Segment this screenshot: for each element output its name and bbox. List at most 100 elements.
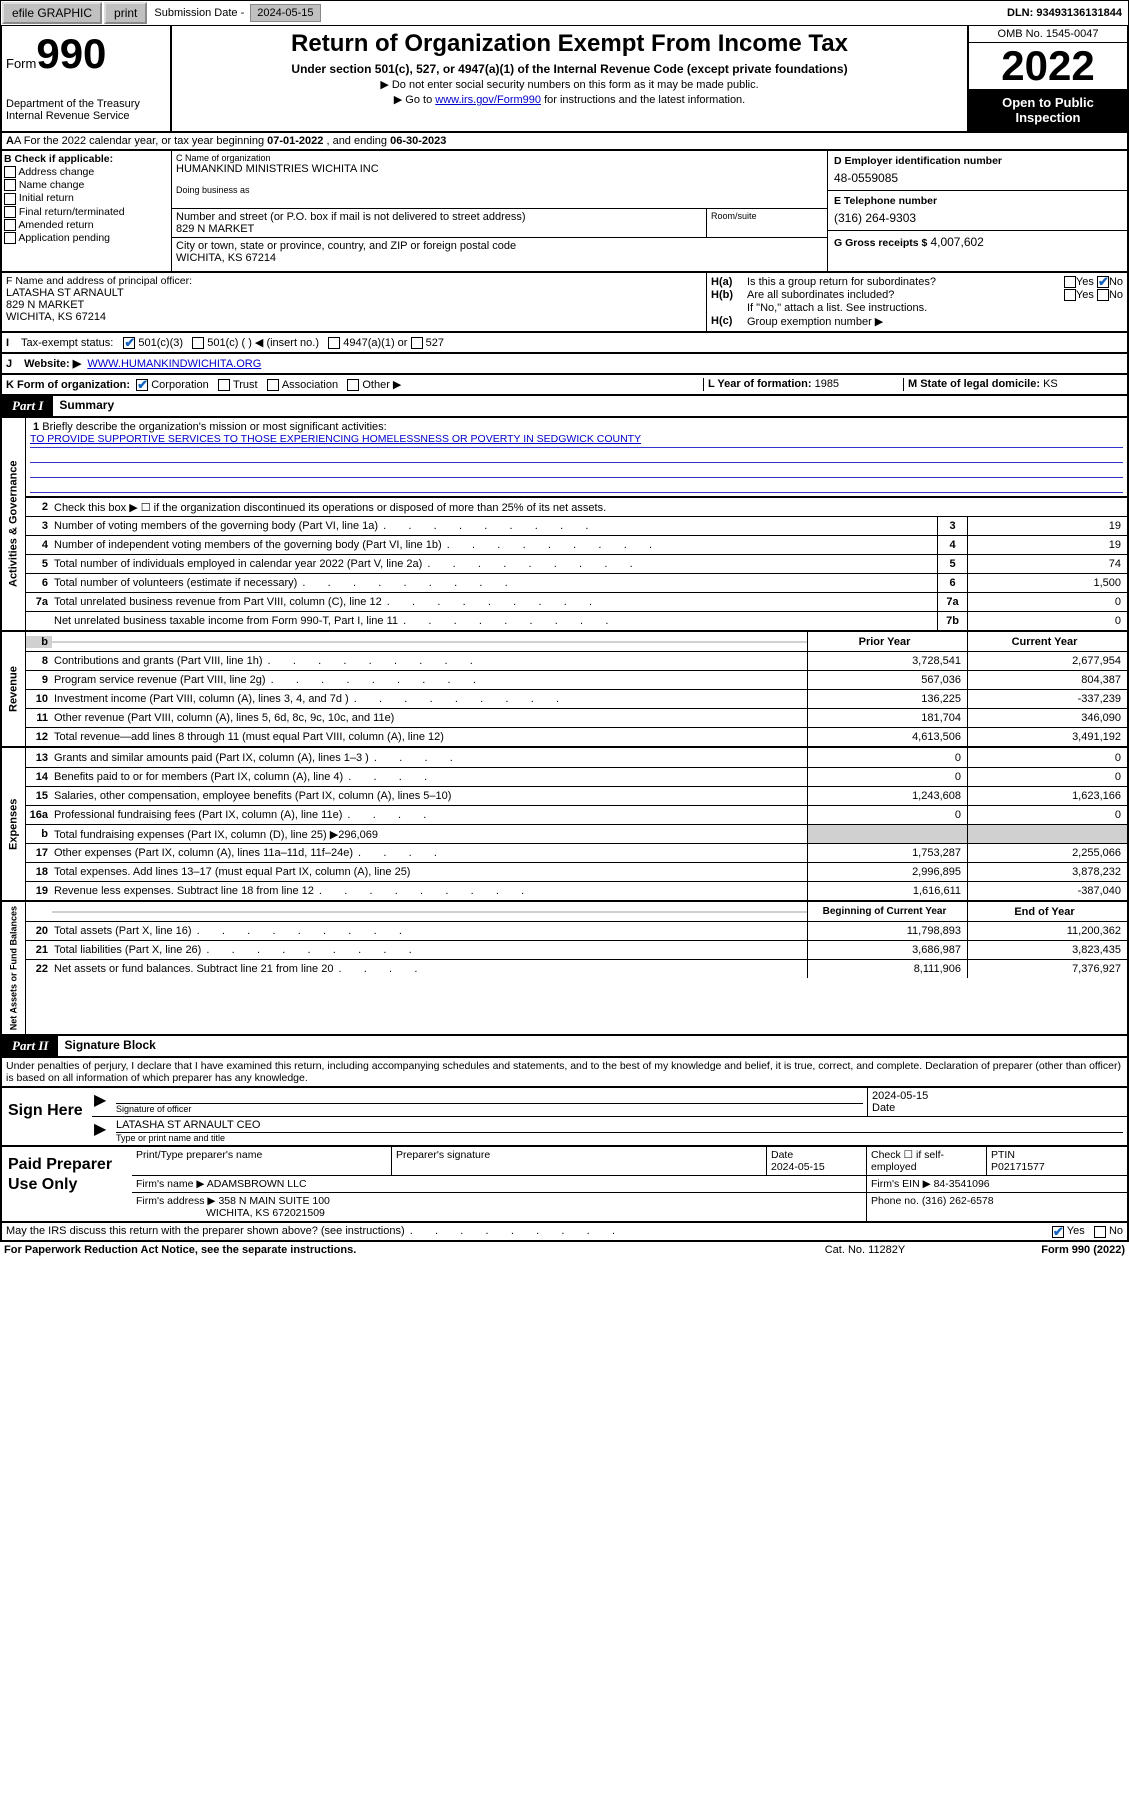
hdr-end-year: End of Year [967,902,1127,921]
curr-10: -337,239 [967,690,1127,708]
chk-501c[interactable] [192,337,204,349]
form-subtitle-2: ▶ Do not enter social security numbers o… [180,78,959,91]
arrow-icon: ▶ [92,1117,112,1145]
gross-receipts-value: 4,007,602 [930,235,983,249]
chk-initial-return[interactable]: Initial return [4,192,169,204]
line-9: Program service revenue (Part VIII, line… [52,673,807,687]
line-21: Total liabilities (Part X, line 26) [52,943,807,957]
goto-suffix: for instructions and the latest informat… [541,94,745,106]
prior-13: 0 [807,748,967,767]
line-1-label: Briefly describe the organization's miss… [42,421,386,433]
form-id-cell: Form990 Department of the Treasury Inter… [2,26,172,131]
signature-officer-label: Signature of officer [116,1104,863,1114]
row-j-website: J Website: ▶ WWW.HUMANKINDWICHITA.ORG [0,354,1129,375]
curr-16a: 0 [967,806,1127,824]
discuss-no-checkbox[interactable] [1094,1226,1106,1238]
dba-label: Doing business as [176,185,823,195]
block-f-h: F Name and address of principal officer:… [0,273,1129,333]
hdr-begin-year: Beginning of Current Year [807,902,967,921]
firm-phone-label: Phone no. [871,1195,919,1207]
firm-ein-label: Firm's EIN ▶ [871,1178,931,1190]
efile-graphic-button[interactable]: efile GRAPHIC [2,2,102,24]
prior-22: 8,111,906 [807,960,967,978]
curr-8: 2,677,954 [967,652,1127,670]
ein-value: 48-0559085 [834,171,1121,185]
goto-prefix: ▶ Go to [394,94,435,106]
gross-receipts-label: G Gross receipts $ [834,237,927,249]
chk-trust[interactable] [218,379,230,391]
line-14: Benefits paid to or for members (Part IX… [52,770,807,784]
street-label: Number and street (or P.O. box if mail i… [176,211,702,223]
row-k-l-m: K Form of organization: Corporation Trus… [0,375,1129,396]
chk-association[interactable] [267,379,279,391]
form-header: Form990 Department of the Treasury Inter… [0,26,1129,133]
phone-value: (316) 264-9303 [834,211,1121,225]
sign-here-block: Sign Here ▶ Signature of officer 2024-05… [0,1088,1129,1147]
line-5: Total number of individuals employed in … [52,557,937,571]
part-2-title: Signature Block [58,1036,1127,1056]
arrow-icon: ▶ [92,1088,112,1116]
sign-here-label: Sign Here [2,1088,92,1145]
firm-addr-label: Firm's address ▶ [136,1195,216,1207]
part-2-number: Part II [2,1036,58,1056]
b-label: B Check if applicable: [4,153,169,165]
chk-name-change[interactable]: Name change [4,179,169,191]
prior-17: 1,753,287 [807,844,967,862]
website-link[interactable]: WWW.HUMANKINDWICHITA.ORG [87,358,261,370]
line-20: Total assets (Part X, line 16) [52,924,807,938]
k-label: K Form of organization: [6,379,130,391]
dln-value: DLN: 93493136131844 [1001,5,1128,21]
city-value: WICHITA, KS 67214 [176,252,823,264]
chk-501c3[interactable] [123,337,135,349]
self-employed-check[interactable]: Check ☐ if self-employed [867,1147,987,1175]
line-3: Number of voting members of the governin… [52,519,937,533]
line-17: Other expenses (Part IX, column (A), lin… [52,846,807,860]
tax-year-begin: 07-01-2022 [267,135,323,147]
chk-other-org[interactable] [347,379,359,391]
sign-date-label: Date [872,1102,1123,1114]
hb-no-checkbox[interactable] [1097,289,1109,301]
chk-corporation[interactable] [136,379,148,391]
discuss-yes-checkbox[interactable] [1052,1226,1064,1238]
chk-4947[interactable] [328,337,340,349]
curr-22: 7,376,927 [967,960,1127,978]
ha-no-checkbox[interactable] [1097,276,1109,288]
line-7a: Total unrelated business revenue from Pa… [52,595,937,609]
street-value: 829 N MARKET [176,223,702,235]
officer-name: LATASHA ST ARNAULT [6,287,702,299]
chk-application-pending[interactable]: Application pending [4,232,169,244]
val-4: 19 [967,536,1127,554]
i-label: Tax-exempt status: [21,337,113,349]
form990-link[interactable]: www.irs.gov/Form990 [435,94,541,106]
chk-final-return[interactable]: Final return/terminated [4,206,169,218]
org-name: HUMANKIND MINISTRIES WICHITA INC [176,163,823,175]
part-1-title: Summary [53,396,1127,416]
prior-21: 3,686,987 [807,941,967,959]
page-footer: For Paperwork Reduction Act Notice, see … [0,1242,1129,1258]
prep-date: 2024-05-15 [771,1161,825,1173]
curr-11: 346,090 [967,709,1127,727]
curr-13: 0 [967,748,1127,767]
hb-yes-checkbox[interactable] [1064,289,1076,301]
line-6: Total number of volunteers (estimate if … [52,576,937,590]
line-19: Revenue less expenses. Subtract line 18 … [52,884,807,898]
ha-yes-checkbox[interactable] [1064,276,1076,288]
print-button[interactable]: print [104,2,147,24]
line-8: Contributions and grants (Part VIII, lin… [52,654,807,668]
side-expenses: Expenses [2,748,26,900]
header-right-block: OMB No. 1545-0047 2022 Open to Public In… [967,26,1127,131]
chk-527[interactable] [411,337,423,349]
curr-12: 3,491,192 [967,728,1127,746]
curr-20: 11,200,362 [967,922,1127,940]
form-990-2022: Form 990 (2022) [965,1244,1125,1256]
curr-9: 804,387 [967,671,1127,689]
line-16b: Total fundraising expenses (Part IX, col… [52,827,807,842]
chk-amended-return[interactable]: Amended return [4,219,169,231]
prep-date-label: Date [771,1149,793,1161]
row-i-tax-exempt: I Tax-exempt status: 501(c)(3) 501(c) ( … [0,333,1129,354]
val-7a: 0 [967,593,1127,611]
prior-19: 1,616,611 [807,882,967,900]
chk-address-change[interactable]: Address change [4,166,169,178]
summary-expenses: Expenses 13Grants and similar amounts pa… [0,748,1129,902]
preparer-signature-label: Preparer's signature [392,1147,767,1175]
